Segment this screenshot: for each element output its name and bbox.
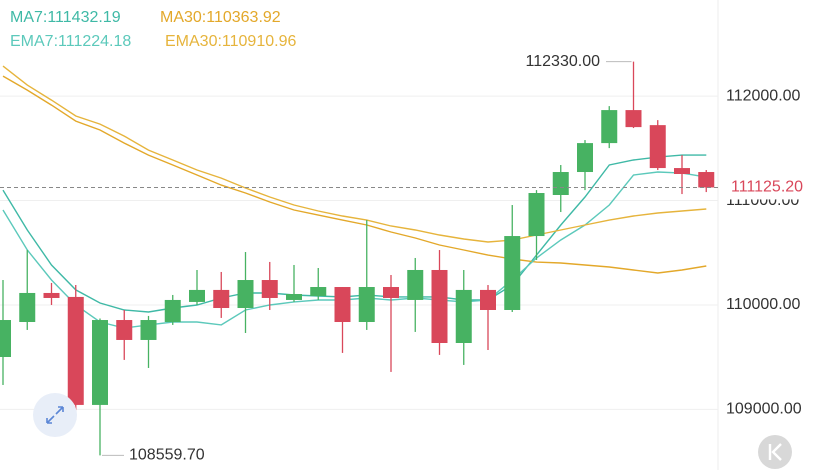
candle-body <box>310 287 327 296</box>
y-tick-label: 109000.00 <box>726 401 802 418</box>
candle-body <box>116 320 133 340</box>
low-label: 108559.70 <box>129 447 205 464</box>
high-label: 112330.00 <box>526 53 601 70</box>
logo-icon[interactable] <box>768 443 782 461</box>
candle-body <box>43 292 60 298</box>
candle-body <box>552 172 569 195</box>
candle-body <box>455 289 472 343</box>
candle-body <box>358 287 375 323</box>
candle-body <box>189 289 205 302</box>
candle-body <box>674 168 690 175</box>
candle-body <box>140 320 157 340</box>
ma-line <box>2 154 707 313</box>
y-tick-label: 112000.00 <box>726 87 801 104</box>
legend-entry: EMA30:110910.96 <box>165 33 296 50</box>
candle-body <box>480 289 496 310</box>
candle-body <box>19 292 36 323</box>
legend-entry: MA7:111432.19 <box>10 9 121 26</box>
candle-body <box>237 280 254 309</box>
candle-body <box>528 193 545 237</box>
last-price-label: 111125.20 <box>731 179 803 196</box>
candle-body <box>431 269 448 343</box>
legend-entry: MA30:110363.92 <box>160 9 281 26</box>
logo-bg[interactable] <box>758 435 792 469</box>
candle-body <box>601 110 618 144</box>
candle-body <box>698 172 715 188</box>
candle-body <box>383 287 399 298</box>
logo-button[interactable] <box>758 435 792 469</box>
candle-body <box>164 299 181 323</box>
candle-body <box>0 320 11 357</box>
expand-button[interactable] <box>33 393 77 437</box>
candle-body <box>625 110 642 128</box>
candle-body <box>577 143 593 173</box>
last-price-tag <box>722 175 826 200</box>
candle-body <box>261 280 278 298</box>
candle-body <box>504 236 521 310</box>
candle-body <box>286 294 302 300</box>
legend-entry: EMA7:111224.18 <box>10 33 131 50</box>
expand-bg[interactable] <box>33 393 77 437</box>
candle-body <box>213 289 230 309</box>
candle-body <box>407 269 424 300</box>
ma-line <box>2 75 707 274</box>
candle-body <box>67 296 84 405</box>
expand-icon[interactable] <box>46 406 64 424</box>
candle-body <box>649 125 666 169</box>
y-tick-label: 110000.00 <box>726 296 801 313</box>
candle-body <box>92 320 108 405</box>
ma-line <box>2 65 707 243</box>
candle-body <box>334 287 351 323</box>
